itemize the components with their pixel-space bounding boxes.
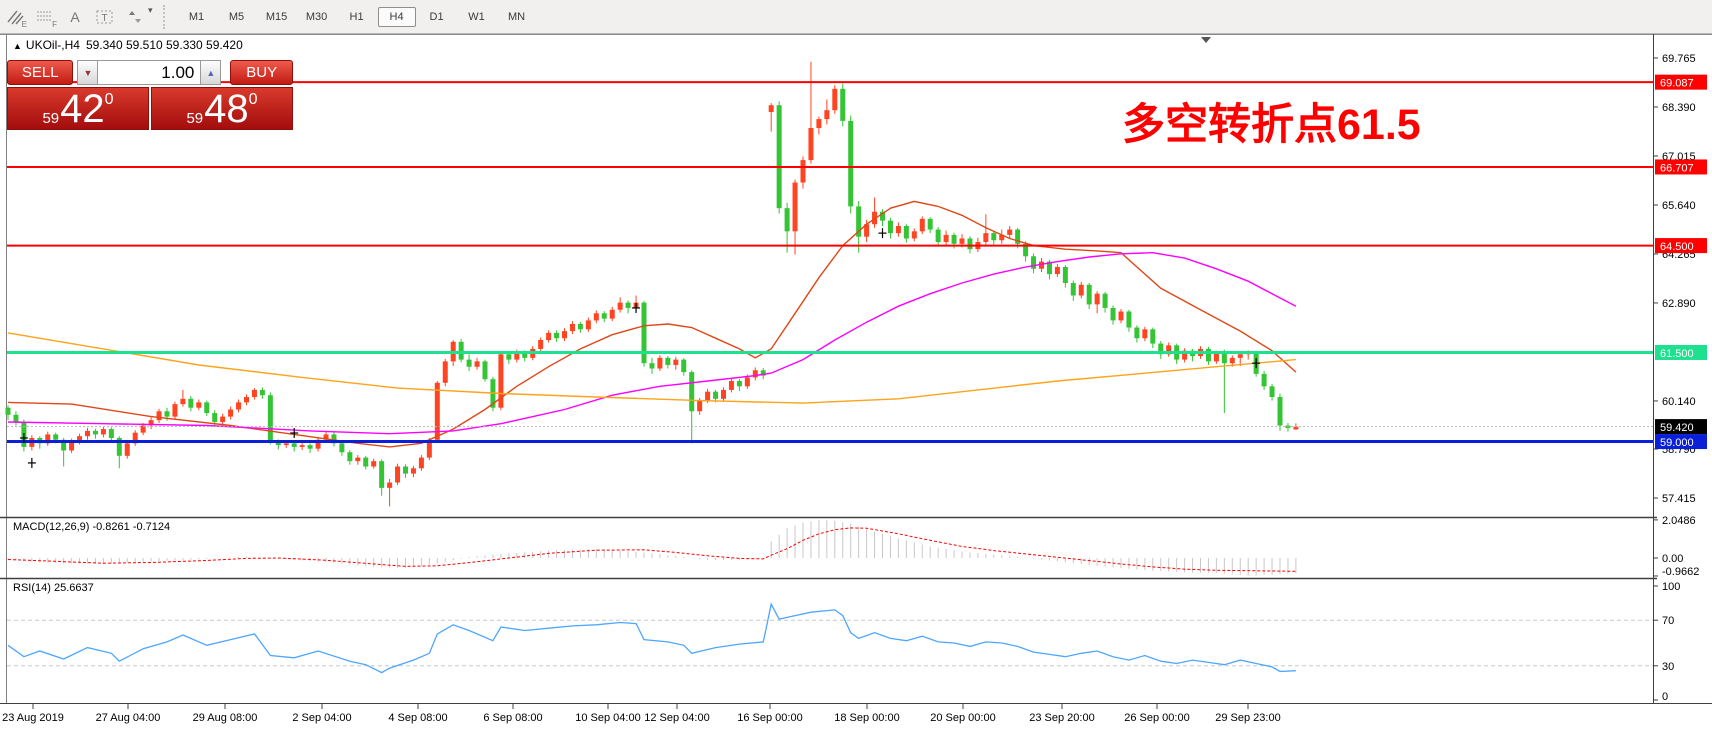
svg-text:T: T bbox=[101, 13, 107, 24]
sell-button[interactable]: SELL bbox=[7, 60, 74, 85]
svg-text:100: 100 bbox=[1662, 581, 1680, 593]
buy-price-panel[interactable]: 59 48 0 bbox=[151, 87, 293, 130]
svg-text:20 Sep 00:00: 20 Sep 00:00 bbox=[930, 712, 995, 724]
drawing-tools-group: E F A T ▾ bbox=[0, 5, 153, 29]
chart-text-annotation: 多空转折点61.5 bbox=[1122, 101, 1421, 149]
fibonacci-retracement-tool-icon[interactable]: F bbox=[37, 11, 57, 29]
buy-button[interactable]: BUY bbox=[230, 60, 293, 85]
svg-text:59.000: 59.000 bbox=[1660, 437, 1694, 449]
toolbar-separator bbox=[162, 4, 171, 29]
svg-text:0.00: 0.00 bbox=[1662, 553, 1683, 565]
sell-price-whole: 59 bbox=[42, 110, 60, 127]
svg-text:60.140: 60.140 bbox=[1662, 396, 1696, 408]
svg-text:18 Sep 00:00: 18 Sep 00:00 bbox=[834, 712, 899, 724]
timeframe-button-m5[interactable]: M5 bbox=[228, 10, 245, 23]
one-click-panel-toggle-icon[interactable]: ▲ bbox=[13, 41, 22, 51]
toolbar: E F A T ▾ M1 M5 M15 M30 H1 H4 D1 W1 MN bbox=[0, 0, 1712, 34]
ma-slow-line bbox=[7, 332, 1296, 404]
timeframe-button-h1[interactable]: H1 bbox=[349, 10, 364, 23]
price-badge-59.420 bbox=[1655, 419, 1707, 435]
svg-text:2 Sep 04:00: 2 Sep 04:00 bbox=[292, 712, 351, 724]
timeframe-button-m30[interactable]: M30 bbox=[305, 10, 328, 23]
timeframe-button-w1[interactable]: W1 bbox=[468, 10, 485, 23]
svg-text:65.640: 65.640 bbox=[1662, 200, 1696, 212]
rsi-indicator-label: RSI(14) 25.6637 bbox=[13, 582, 94, 594]
sell-price-point: 0 bbox=[104, 91, 114, 108]
ma-mid-line bbox=[7, 251, 1297, 435]
svg-text:2.0486: 2.0486 bbox=[1662, 515, 1696, 527]
price-badge-66.707 bbox=[1655, 159, 1707, 175]
svg-text:27 Aug 04:00: 27 Aug 04:00 bbox=[96, 712, 161, 724]
buy-price-whole: 59 bbox=[186, 110, 204, 127]
one-click-trading-widget: SELL ▼ ▲ BUY 59 42 0 59 48 0 bbox=[7, 60, 293, 130]
rsi-line bbox=[7, 602, 1296, 674]
svg-text:30: 30 bbox=[1662, 661, 1674, 673]
svg-text:26 Sep 00:00: 26 Sep 00:00 bbox=[1124, 712, 1189, 724]
buy-price-pips: 48 bbox=[204, 87, 249, 131]
price-badge-59.000 bbox=[1655, 434, 1707, 450]
svg-text:-0.9662: -0.9662 bbox=[1662, 566, 1699, 578]
timeframe-button-h4[interactable]: H4 bbox=[377, 6, 416, 27]
svg-text:29 Aug 08:00: 29 Aug 08:00 bbox=[193, 712, 258, 724]
svg-text:64.500: 64.500 bbox=[1660, 241, 1694, 253]
price-badge-61.500 bbox=[1655, 344, 1707, 360]
text-tool-icon[interactable]: A bbox=[62, 5, 88, 29]
svg-text:62.890: 62.890 bbox=[1662, 298, 1696, 310]
volume-decrease-button[interactable]: ▼ bbox=[77, 60, 98, 85]
timeframe-button-m15[interactable]: M15 bbox=[265, 10, 288, 23]
sell-price-pips: 42 bbox=[60, 87, 105, 131]
svg-text:29 Sep 23:00: 29 Sep 23:00 bbox=[1215, 712, 1280, 724]
symbol-ohlc-header: ▲ UKOil-,H4 59.340 59.510 59.330 59.420 bbox=[13, 38, 243, 52]
svg-text:57.415: 57.415 bbox=[1662, 493, 1696, 505]
svg-text:59.420: 59.420 bbox=[1660, 422, 1694, 434]
svg-text:0: 0 bbox=[1662, 691, 1668, 703]
svg-text:68.390: 68.390 bbox=[1662, 102, 1696, 114]
volume-increase-button[interactable]: ▲ bbox=[201, 60, 222, 85]
macd-indicator-label: MACD(12,26,9) -0.8261 -0.7124 bbox=[13, 521, 171, 533]
svg-text:23 Aug 2019: 23 Aug 2019 bbox=[2, 712, 64, 724]
svg-text:6 Sep 08:00: 6 Sep 08:00 bbox=[483, 712, 542, 724]
svg-text:69.087: 69.087 bbox=[1660, 78, 1694, 90]
svg-text:16 Sep 00:00: 16 Sep 00:00 bbox=[737, 712, 802, 724]
sell-price-panel[interactable]: 59 42 0 bbox=[7, 87, 149, 130]
buy-price-point: 0 bbox=[248, 91, 258, 108]
price-badge-64.500 bbox=[1655, 238, 1707, 254]
timeframe-group: M1 M5 M15 M30 H1 H4 D1 W1 MN bbox=[177, 6, 537, 27]
svg-text:23 Sep 20:00: 23 Sep 20:00 bbox=[1029, 712, 1094, 724]
candles-layer bbox=[5, 61, 1299, 507]
timeframe-button-mn[interactable]: MN bbox=[507, 10, 526, 23]
text-label-tool-icon[interactable]: T bbox=[92, 5, 118, 29]
svg-text:61.500: 61.500 bbox=[1660, 348, 1694, 360]
svg-text:4 Sep 08:00: 4 Sep 08:00 bbox=[388, 712, 447, 724]
svg-text:69.765: 69.765 bbox=[1662, 53, 1696, 65]
price-badge-69.087 bbox=[1655, 74, 1707, 90]
timeframe-button-m1[interactable]: M1 bbox=[188, 10, 205, 23]
volume-input[interactable] bbox=[97, 60, 202, 85]
svg-text:66.707: 66.707 bbox=[1660, 162, 1694, 174]
arrows-tool-dropdown-icon[interactable]: ▾ bbox=[148, 4, 153, 15]
arrows-tool-icon[interactable] bbox=[122, 5, 148, 29]
equidistant-channel-tool-icon[interactable]: E bbox=[2, 5, 28, 29]
svg-text:10 Sep 04:00: 10 Sep 04:00 bbox=[575, 712, 640, 724]
ohlc-values: 59.340 59.510 59.330 59.420 bbox=[85, 38, 243, 52]
macd-signal-line bbox=[7, 527, 1296, 572]
symbol-name: UKOil-,H4 bbox=[25, 38, 80, 52]
svg-text:12 Sep 04:00: 12 Sep 04:00 bbox=[644, 712, 709, 724]
timeframe-button-d1[interactable]: D1 bbox=[429, 10, 444, 23]
svg-text:70: 70 bbox=[1662, 615, 1674, 627]
svg-text:A: A bbox=[70, 9, 80, 25]
chart-shift-marker bbox=[1201, 37, 1211, 43]
